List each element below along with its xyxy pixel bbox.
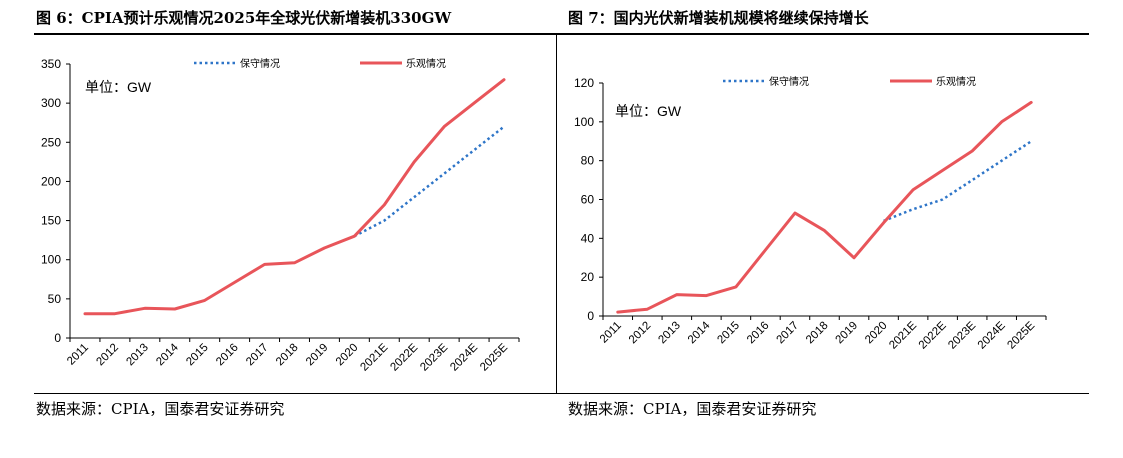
bottom-rule	[34, 393, 1089, 394]
left-x-tick-label: 2014	[154, 341, 181, 368]
right-x-tick-label: 2017	[775, 320, 802, 347]
figure-6-title: 图 6：CPIA预计乐观情况2025年全球光伏新增装机330GW	[36, 9, 452, 27]
source-note-left: 数据来源：CPIA，国泰君安证券研究	[36, 400, 285, 418]
right-x-tick-label: 2016	[745, 320, 772, 347]
right-y-tick-label: 100	[574, 115, 594, 129]
left-y-tick-label: 50	[48, 292, 62, 306]
left-x-tick-label: 2021E	[358, 341, 390, 373]
left-x-tick-label: 2025E	[478, 341, 510, 373]
right-x-tick-label: 2018	[804, 320, 831, 347]
right-legend-label: 保守情况	[769, 75, 809, 88]
right-unit-label: 单位：GW	[615, 103, 682, 119]
right-series-line-optimistic	[616, 100, 1033, 314]
left-x-tick-label: 2018	[274, 342, 301, 369]
right-legend-label: 乐观情况	[936, 75, 976, 88]
left-y-tick-label: 350	[41, 57, 61, 71]
left-x-tick-label: 2015	[184, 342, 211, 369]
left-x-tick-label: 2016	[214, 342, 241, 369]
right-x-tick-label: 2021E	[887, 319, 919, 351]
top-rule	[34, 33, 1089, 35]
figure-7-title: 图 7：国内光伏新增装机规模将继续保持增长	[568, 9, 869, 27]
right-y-tick-label: 80	[581, 154, 595, 168]
left-x-tick-label: 2011	[65, 342, 91, 368]
source-note-right: 数据来源：CPIA，国泰君安证券研究	[568, 400, 817, 418]
left-x-tick-label: 2017	[244, 342, 271, 369]
right-y-tick-label: 40	[581, 231, 595, 245]
right-x-tick-label: 2013	[656, 320, 683, 347]
right-x-tick-label: 2023E	[946, 319, 978, 351]
right-y-tick-label: 20	[581, 270, 595, 284]
left-series-line-optimistic	[83, 78, 506, 316]
right-series-line-conservative	[883, 140, 1032, 223]
left-series-line-conservative	[353, 125, 505, 238]
left-x-tick-label: 2023E	[418, 341, 450, 373]
right-x-tick-label: 2019	[834, 320, 861, 347]
left-y-tick-label: 0	[54, 331, 61, 345]
right-x-tick-label: 2022E	[917, 319, 949, 351]
left-legend-label: 乐观情况	[406, 57, 446, 70]
left-x-tick-label: 2024E	[448, 341, 480, 373]
left-unit-label: 单位：GW	[85, 79, 152, 95]
right-x-tick-label: 2020	[863, 320, 890, 347]
left-x-tick-label: 2022E	[388, 341, 420, 373]
left-x-tick-label: 2019	[304, 342, 331, 369]
right-x-tick-label: 2012	[627, 320, 654, 347]
left-x-tick-label: 2012	[94, 342, 121, 369]
right-x-tick-label: 2014	[686, 319, 713, 346]
right-x-tick-label: 2011	[598, 320, 624, 346]
left-y-tick-label: 100	[41, 253, 61, 267]
panel-divider	[556, 35, 557, 393]
right-x-tick-label: 2015	[715, 320, 742, 347]
left-x-tick-label: 2020	[334, 342, 361, 369]
right-x-tick-label: 2024E	[976, 319, 1008, 351]
right-y-tick-label: 0	[587, 309, 594, 323]
left-legend-label: 保守情况	[240, 57, 280, 70]
left-y-tick-label: 250	[41, 135, 61, 149]
left-y-tick-label: 300	[41, 96, 61, 110]
right-y-tick-label: 60	[581, 193, 595, 207]
right-y-tick-label: 120	[574, 76, 594, 90]
left-y-tick-label: 150	[41, 214, 61, 228]
left-y-tick-label: 200	[41, 174, 61, 188]
right-x-tick-label: 2025E	[1005, 319, 1037, 351]
left-x-tick-label: 2013	[124, 342, 151, 369]
